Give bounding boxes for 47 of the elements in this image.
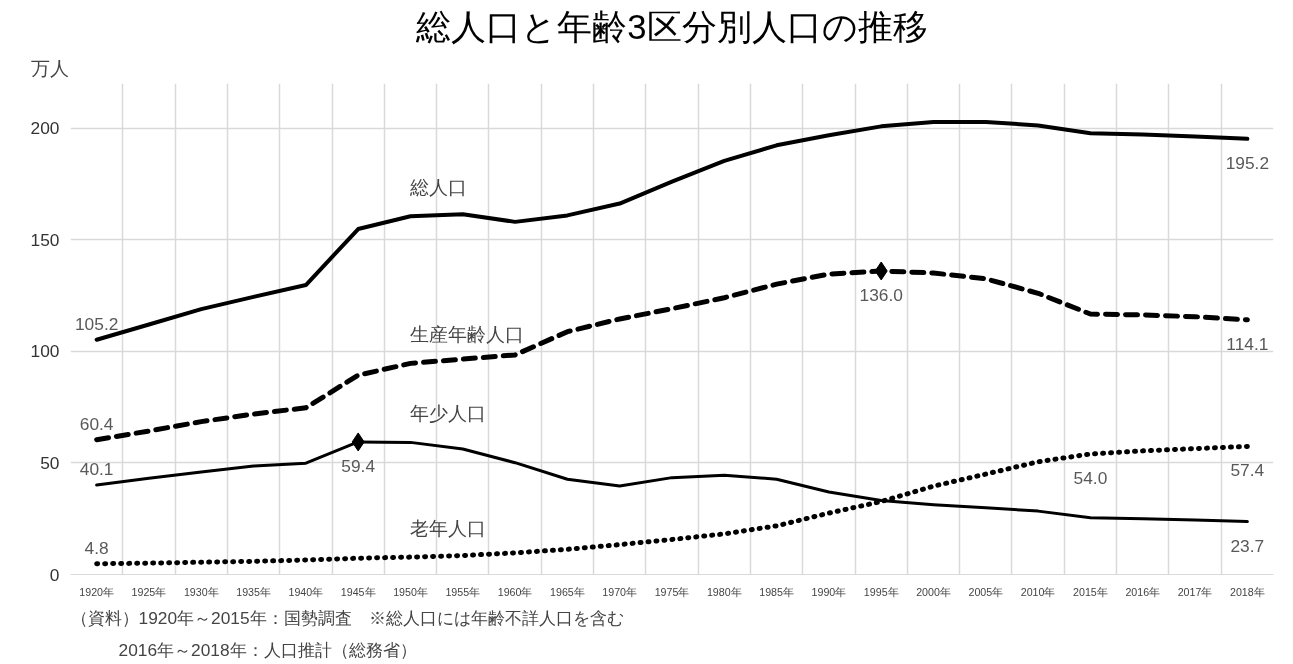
x-tick-label: 1985年	[759, 585, 794, 598]
series-label: 生産年齢人口	[410, 324, 525, 346]
data-label: 60.4	[79, 413, 114, 434]
y-tick-label: 150	[30, 229, 60, 250]
y-tick-label: 100	[30, 341, 60, 362]
y-tick-label: 50	[40, 452, 60, 473]
data-label: 40.1	[79, 459, 114, 479]
x-tick-label: 1970年	[602, 585, 638, 598]
data-label: 23.7	[1230, 535, 1265, 556]
x-tick-label: 1950年	[393, 585, 428, 598]
data-label: 195.2	[1225, 152, 1270, 173]
x-tick-label: 1930年	[183, 585, 219, 598]
x-tick-label: 2015年	[1073, 585, 1108, 598]
x-tick-label: 1955年	[445, 585, 481, 598]
x-tick-label: 1965年	[550, 585, 585, 598]
x-tick-label: 1945年	[340, 585, 376, 598]
x-tick-label: 2018年	[1229, 585, 1265, 598]
x-tick-label: 2000年	[916, 585, 951, 598]
chart-title: 総人口と年齢3区分別人口の推移	[415, 7, 928, 46]
series-label: 年少人口	[410, 403, 487, 425]
x-tick-label: 2016年	[1125, 585, 1161, 598]
x-tick-label: 2017年	[1177, 585, 1213, 598]
x-tick-label: 1920年	[79, 585, 115, 598]
series-label: 総人口	[409, 177, 468, 199]
y-axis-title: 万人	[30, 57, 69, 79]
x-tick-label: 2005年	[968, 585, 1004, 598]
text: （資料）1920年～2015年：国勢調査 ※総人口には年齢不詳人口を含む	[70, 607, 624, 628]
x-tick-label: 1980年	[706, 585, 742, 598]
x-tick-label: 1935年	[236, 585, 271, 598]
data-label: 59.4	[341, 455, 376, 476]
x-tick-label: 1925年	[131, 585, 167, 598]
y-tick-label: 0	[49, 564, 60, 585]
x-tick-label: 1975年	[654, 585, 690, 598]
data-label: 4.8	[84, 537, 109, 558]
text: 2016年～2018年：人口推計（総務省）	[118, 639, 417, 660]
data-label: 136.0	[859, 284, 903, 305]
data-label: 114.1	[1226, 333, 1269, 354]
data-label: 105.2	[74, 313, 119, 334]
series-label: 老年人口	[410, 518, 487, 540]
x-tick-label: 1940年	[288, 585, 324, 598]
x-tick-label: 1960年	[497, 585, 533, 598]
data-label: 54.0	[1073, 467, 1108, 488]
y-tick-label: 200	[30, 118, 60, 139]
x-tick-label: 1995年	[863, 585, 899, 598]
x-tick-label: 1990年	[811, 585, 847, 598]
x-tick-label: 2010年	[1020, 585, 1056, 598]
data-label: 57.4	[1230, 460, 1265, 481]
